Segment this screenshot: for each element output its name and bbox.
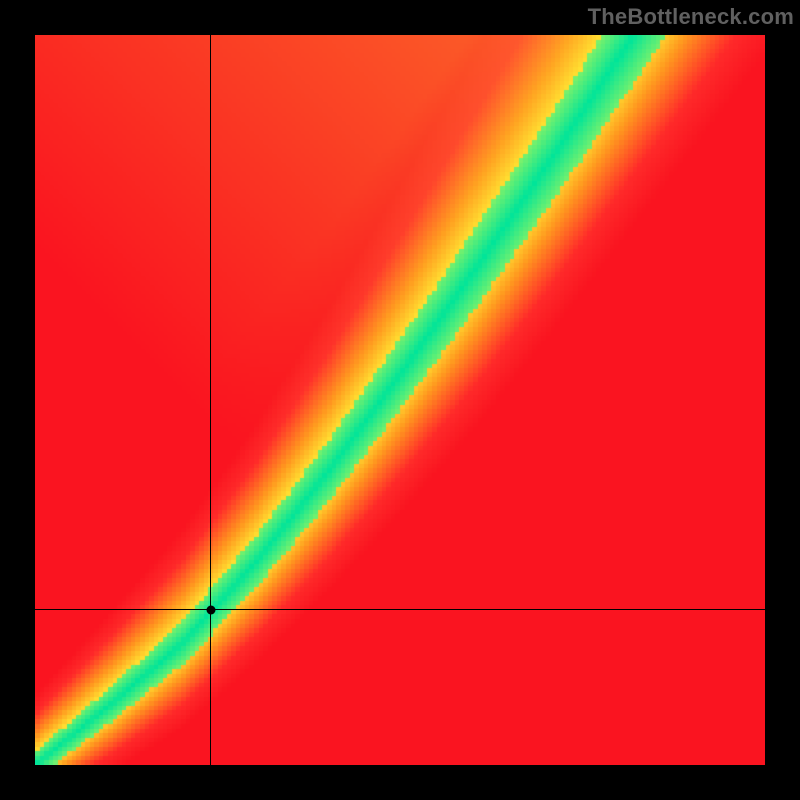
watermark-text: TheBottleneck.com xyxy=(588,4,794,30)
crosshair-horizontal xyxy=(35,609,765,610)
crosshair-vertical xyxy=(210,35,211,765)
crosshair-marker xyxy=(206,605,215,614)
plot-area xyxy=(35,35,765,765)
heatmap-canvas xyxy=(35,35,765,765)
